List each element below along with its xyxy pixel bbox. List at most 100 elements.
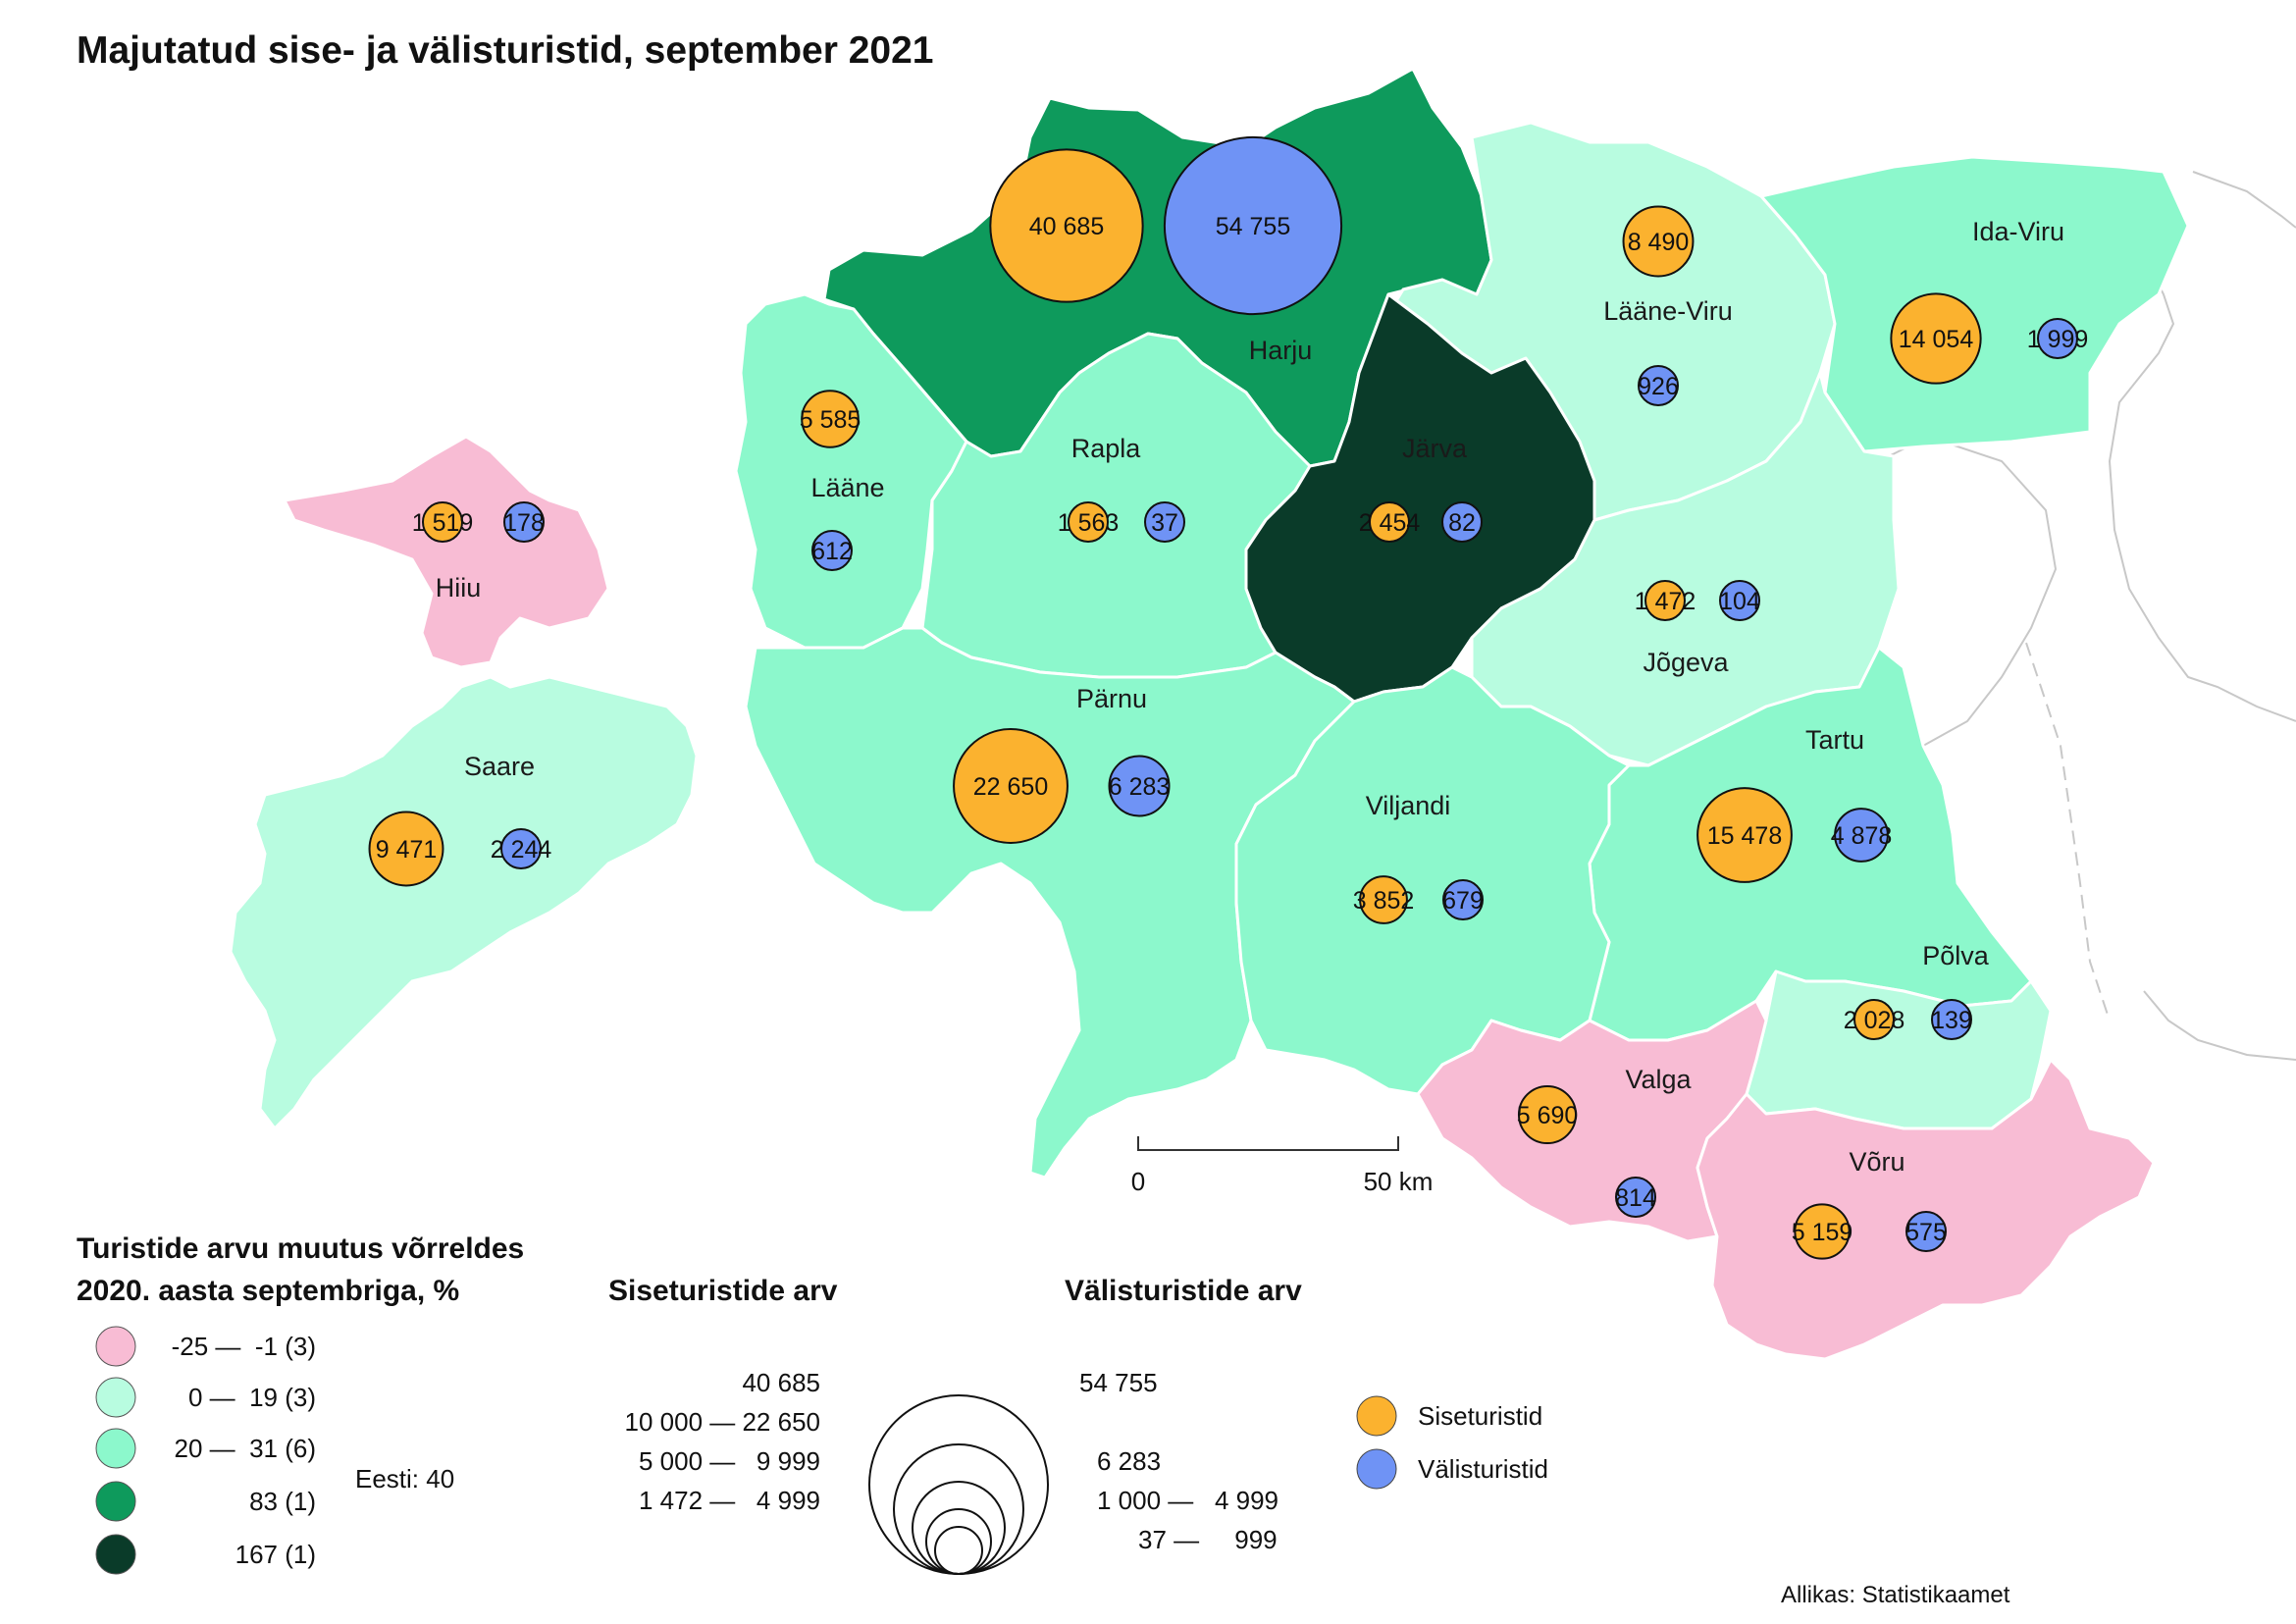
bubble-domestic-laane-viru[interactable] xyxy=(1622,205,1695,278)
legend-change-label: 20 — 31 (6) xyxy=(174,1434,316,1463)
legend-swatch-cls1 xyxy=(95,1326,136,1367)
bubble-domestic-voru[interactable] xyxy=(1794,1203,1851,1260)
bubble-value-foreign-voru: 575 xyxy=(1905,1219,1947,1246)
county-label-saare: Saare xyxy=(464,752,535,781)
bubble-foreign-ida-viru[interactable] xyxy=(2037,318,2078,359)
bubble-foreign-valga[interactable] xyxy=(1615,1177,1656,1218)
legend-foreign: Välisturistide arv 54 755 6 283 1 000 — … xyxy=(1065,1275,1302,1554)
bubble-domestic-parnu[interactable] xyxy=(953,728,1069,844)
bubble-value-foreign-jogeva: 104 xyxy=(1719,588,1760,615)
bubble-foreign-saare[interactable] xyxy=(500,828,542,869)
bubble-domestic-rapla[interactable] xyxy=(1068,501,1109,543)
scale-start-label: 0 xyxy=(1131,1167,1145,1196)
bubble-domestic-polva[interactable] xyxy=(1853,999,1895,1040)
legend-change-label: 0 — 19 (3) xyxy=(188,1383,316,1412)
legend-size-circle xyxy=(934,1526,983,1575)
county-layer xyxy=(229,67,2190,1361)
legend-domestic-label: 40 685 xyxy=(742,1368,820,1397)
bubble-foreign-hiiu[interactable] xyxy=(503,501,545,543)
legend-foreign-label: 1 000 — 4 999 xyxy=(1097,1486,1278,1515)
bubble-value-domestic-tartu: 15 478 xyxy=(1707,822,1782,850)
legend-series: Siseturistid Välisturistid xyxy=(1356,1395,1548,1490)
county-hiiu[interactable] xyxy=(283,435,610,669)
bubble-foreign-polva[interactable] xyxy=(1931,999,1972,1040)
bubble-value-foreign-jarva: 82 xyxy=(1448,509,1476,537)
bubble-foreign-harju[interactable] xyxy=(1163,135,1343,316)
county-label-voru: Võru xyxy=(1849,1147,1905,1177)
bubble-value-domestic-saare: 9 471 xyxy=(376,836,438,864)
bubble-layer: 40 685 54 755 8 490 926 14 054 1 999 5 585 612 1… xyxy=(368,135,2089,1260)
bubble-domestic-tartu[interactable] xyxy=(1696,787,1793,883)
bubble-domestic-jarva[interactable] xyxy=(1369,501,1410,543)
bubble-foreign-rapla[interactable] xyxy=(1144,501,1185,543)
legend-foreign-swatch xyxy=(1356,1448,1397,1490)
bubble-value-foreign-hiiu: 178 xyxy=(503,509,545,537)
county-ida-viru[interactable] xyxy=(1759,155,2190,453)
legend-change: Turistide arvu muutus võrreldes 2020. aa… xyxy=(77,1232,524,1575)
bubble-domestic-harju[interactable] xyxy=(989,148,1144,303)
bubble-foreign-laane[interactable] xyxy=(811,530,853,571)
legend-change-label: -25 — -1 (3) xyxy=(172,1332,316,1361)
legend-domestic-label: 1 472 — 4 999 xyxy=(639,1486,820,1515)
bubble-value-domestic-voru: 5 159 xyxy=(1792,1219,1853,1246)
county-saare[interactable] xyxy=(229,675,699,1130)
legend-size-circle xyxy=(868,1394,1049,1575)
source-note: Allikas: Statistikaamet xyxy=(1781,1582,2010,1608)
legend-domestic: Siseturistide arv 40 685 10 000 — 22 650… xyxy=(608,1275,838,1515)
bubble-value-foreign-rapla: 37 xyxy=(1151,509,1178,537)
map-title: Majutatud sise- ja välisturistid, septem… xyxy=(77,29,933,72)
bubble-domestic-viljandi[interactable] xyxy=(1359,875,1408,924)
bubble-value-domestic-viljandi: 3 852 xyxy=(1353,887,1415,915)
bubble-domestic-jogeva[interactable] xyxy=(1644,580,1686,621)
legend-domestic-title: Siseturistide arv xyxy=(608,1275,838,1307)
bubble-value-foreign-valga: 814 xyxy=(1615,1184,1656,1212)
county-label-laane: Lääne xyxy=(810,473,884,502)
legend-swatch-cls5 xyxy=(95,1534,136,1575)
legend-swatch-cls3 xyxy=(95,1428,136,1469)
legend-foreign-label: 54 755 xyxy=(1079,1368,1158,1397)
legend-swatch-cls4 xyxy=(95,1481,136,1522)
county-laane[interactable] xyxy=(734,292,968,650)
bubble-foreign-laane-viru[interactable] xyxy=(1638,365,1679,406)
scale-bar: 0 50 km xyxy=(1131,1136,1433,1196)
legend-size-circles xyxy=(868,1394,1049,1575)
bubble-value-domestic-rapla: 1 563 xyxy=(1058,509,1120,537)
county-label-jarva: Järva xyxy=(1402,434,1468,463)
bubble-foreign-viljandi[interactable] xyxy=(1442,879,1484,920)
bubble-value-domestic-valga: 5 690 xyxy=(1517,1102,1579,1129)
county-parnu[interactable] xyxy=(744,626,1356,1179)
legend-change-label: 83 (1) xyxy=(249,1487,316,1516)
neighbor-outline xyxy=(2108,171,2296,1061)
legend-swatch-cls2 xyxy=(95,1377,136,1418)
county-label-rapla: Rapla xyxy=(1071,434,1142,463)
county-voru[interactable] xyxy=(1696,1058,2156,1361)
bubble-foreign-jogeva[interactable] xyxy=(1719,580,1760,621)
bubble-domestic-saare[interactable] xyxy=(368,811,444,887)
legend-change-title-2: 2020. aasta septembriga, % xyxy=(77,1275,459,1307)
bubble-value-foreign-laane-viru: 926 xyxy=(1638,373,1679,400)
legend-foreign-label: 37 — 999 xyxy=(1138,1525,1278,1554)
bubble-value-foreign-ida-viru: 1 999 xyxy=(2027,326,2089,353)
bubble-value-domestic-polva: 2 028 xyxy=(1844,1007,1905,1034)
bubble-domestic-laane[interactable] xyxy=(801,390,860,448)
bubble-domestic-ida-viru[interactable] xyxy=(1890,292,1982,385)
county-label-ida-viru: Ida-Viru xyxy=(1972,217,2064,246)
bubble-foreign-voru[interactable] xyxy=(1905,1211,1947,1252)
legend-domestic-swatch xyxy=(1356,1395,1397,1437)
bubble-domestic-hiiu[interactable] xyxy=(422,501,463,543)
bubble-domestic-valga[interactable] xyxy=(1517,1084,1578,1145)
county-label-layer: Harju Lääne-Viru Ida-Viru Lääne Hiiu Rapla Jär… xyxy=(436,217,2064,1177)
county-label-polva: Põlva xyxy=(1922,941,1990,970)
county-label-jogeva: Jõgeva xyxy=(1643,648,1729,677)
county-label-hiiu: Hiiu xyxy=(436,573,482,602)
legend-domestic-label: 5 000 — 9 999 xyxy=(639,1446,820,1476)
bubble-foreign-parnu[interactable] xyxy=(1108,755,1171,817)
county-viljandi[interactable] xyxy=(1234,665,1631,1096)
state-border xyxy=(1981,568,2111,1022)
bubble-value-domestic-laane-viru: 8 490 xyxy=(1628,229,1690,256)
bubble-value-domestic-hiiu: 1 519 xyxy=(412,509,474,537)
bubble-foreign-tartu[interactable] xyxy=(1834,808,1889,863)
bubble-foreign-jarva[interactable] xyxy=(1441,501,1483,543)
bubble-value-domestic-jogeva: 1 472 xyxy=(1635,588,1696,615)
